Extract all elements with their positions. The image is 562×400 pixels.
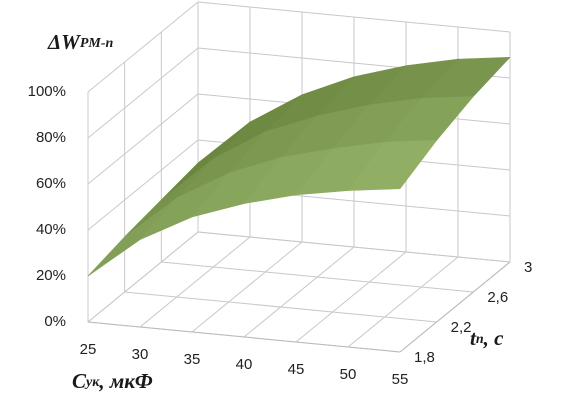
grid-line xyxy=(87,1,199,93)
surface-patch xyxy=(347,139,438,191)
floor-grid-line xyxy=(191,241,303,333)
y-tick-label: 40% xyxy=(36,221,66,238)
x-axis-label: Cук, мкФ xyxy=(72,369,153,393)
x-tick-label: 40 xyxy=(236,356,253,373)
y-tick-label: 20% xyxy=(36,267,66,284)
floor-grid-line xyxy=(197,231,511,263)
depth-axis-label: tn, c xyxy=(470,326,504,350)
depth-tick-label: 2,2 xyxy=(451,319,472,336)
y-tick-label: 60% xyxy=(36,175,66,192)
surface-patch xyxy=(87,197,177,277)
y-tick-label: 80% xyxy=(36,129,66,146)
axis-line xyxy=(399,261,511,353)
floor-grid-line xyxy=(243,246,355,338)
y-tick-label: 0% xyxy=(44,313,66,330)
depth-tick-label: 3 xyxy=(524,259,532,276)
grid-line xyxy=(87,47,199,139)
grid-line xyxy=(87,139,199,231)
floor-grid-line xyxy=(295,251,407,343)
floor-grid-line xyxy=(124,291,437,323)
x-tick-label: 35 xyxy=(184,351,201,368)
depth-tick-label: 2,6 xyxy=(487,289,508,306)
floor-grid-line xyxy=(161,261,474,293)
x-tick-label: 55 xyxy=(392,371,409,388)
x-tick-label: 50 xyxy=(340,366,357,383)
depth-tick-label: 1,8 xyxy=(414,349,435,366)
floor-grid-line xyxy=(87,231,199,323)
floor-grid-line xyxy=(347,256,459,348)
floor-grid-line xyxy=(139,236,251,328)
z-axis-label: ΔWPM-n xyxy=(47,30,114,54)
x-tick-label: 25 xyxy=(80,341,97,358)
y-tick-label: 100% xyxy=(28,83,66,100)
x-tick-label: 45 xyxy=(288,361,305,378)
grid-line xyxy=(87,93,199,185)
x-tick-label: 30 xyxy=(132,346,149,363)
axis-line xyxy=(87,321,401,353)
